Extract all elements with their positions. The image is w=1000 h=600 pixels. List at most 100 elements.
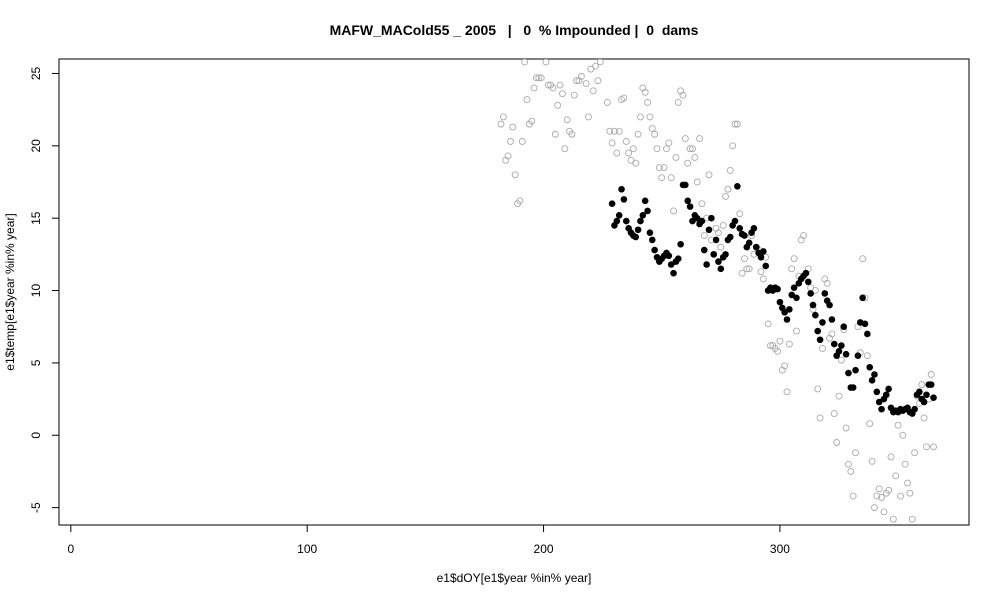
open-point [648,125,656,132]
open-point [726,166,734,174]
filled-point [838,342,845,349]
open-point [918,381,926,389]
filled-point [776,298,784,306]
open-point [835,392,843,400]
filled-point [637,217,644,225]
open-point [507,138,514,145]
filled-point [840,323,848,331]
open-point [757,268,765,276]
open-point [613,149,621,157]
filled-point [864,330,871,338]
open-point [781,362,789,370]
open-point [582,80,590,88]
filled-point [920,398,928,406]
filled-point [828,316,836,323]
filled-point [793,294,800,302]
open-point [651,130,659,138]
open-point [800,232,807,240]
filled-point [866,363,874,371]
open-point [733,120,741,128]
open-point [620,94,628,102]
filled-point [684,197,692,205]
open-point [533,74,540,82]
open-point [603,98,611,106]
open-point [892,472,900,480]
x-tick-label: 100 [297,542,317,556]
open-point [577,72,585,80]
filled-point [715,258,722,265]
open-point [681,135,689,143]
open-point [549,84,557,92]
filled-point [790,284,798,291]
filled-point [686,203,694,210]
open-point [930,443,937,451]
filled-point [726,233,734,241]
filled-point [849,384,857,391]
open-point [632,159,640,167]
open-point [530,84,538,92]
filled-point [826,301,833,309]
filled-point [608,200,616,208]
x-tick-label: 300 [770,542,790,556]
open-point [729,142,737,150]
open-point [842,424,850,432]
open-point [774,347,781,355]
open-point [908,515,916,523]
filled-point [868,376,876,384]
open-point [634,130,642,138]
open-point [551,130,559,138]
open-point [535,74,543,82]
filled-point [783,316,791,323]
filled-point [821,290,829,297]
open-point [814,385,822,393]
open-point [693,178,701,186]
filled-point [677,240,684,248]
filled-point [615,211,623,219]
open-point [698,200,706,208]
filled-point [741,232,748,239]
open-point [741,255,748,263]
filled-point [816,336,824,344]
open-point [672,153,680,161]
filled-point [852,366,859,374]
open-point [904,479,911,487]
filled-point [670,269,677,277]
open-point [878,494,885,501]
open-point [717,243,725,251]
filled-point [648,236,656,244]
filled-point [809,301,817,309]
filled-point [854,352,862,359]
y-tick-label: 10 [29,284,43,298]
open-point [573,77,581,85]
open-point [790,255,798,263]
open-point [665,139,673,147]
filled-point [618,185,625,193]
open-point [847,468,855,475]
open-point [523,96,531,103]
filled-point [698,217,706,225]
open-point [611,127,618,135]
open-point [606,127,614,135]
open-point [849,492,857,500]
filled-point [757,253,765,261]
filled-point [745,239,753,247]
open-point [852,449,859,457]
open-point [823,279,831,287]
filled-point [781,308,788,316]
open-point [833,439,841,446]
filled-point [760,248,767,255]
open-point [745,265,753,273]
filled-point [710,251,718,258]
filled-point [641,197,649,205]
x-tick-label: 200 [534,542,554,556]
open-point [906,489,914,497]
y-tick-label: 20 [29,139,43,153]
filled-point [830,340,838,348]
open-point [691,153,699,161]
open-point [828,330,836,338]
filled-point [646,229,654,236]
open-point [509,123,517,131]
filled-point [923,391,930,399]
open-point [871,504,878,512]
open-point [743,265,751,273]
